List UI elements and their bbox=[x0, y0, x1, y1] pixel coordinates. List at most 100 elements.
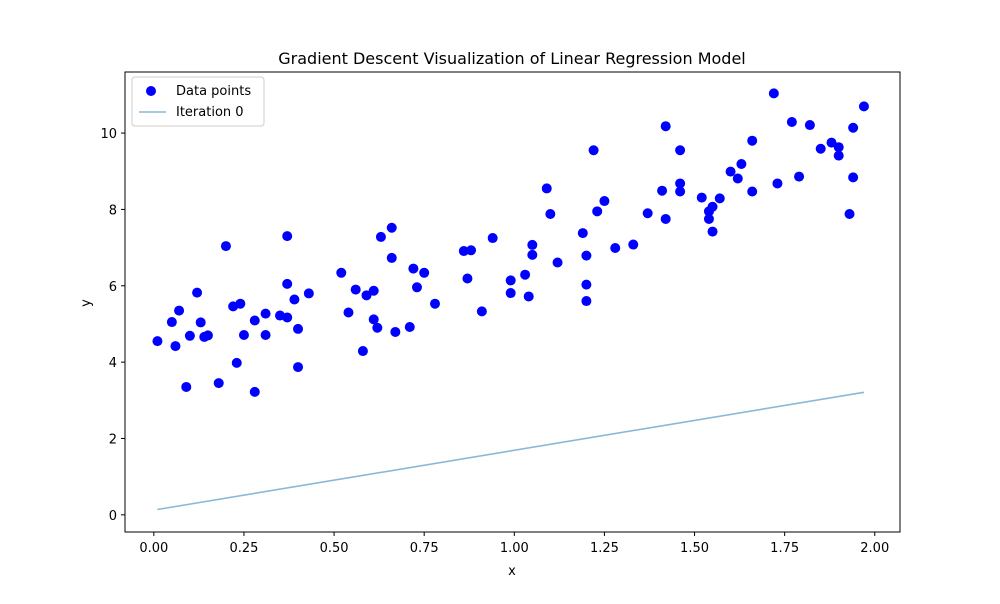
data-point-53 bbox=[523, 291, 534, 302]
data-point-16 bbox=[249, 315, 260, 326]
data-point-73 bbox=[675, 178, 686, 189]
y-tick-label: 8 bbox=[109, 203, 117, 218]
data-point-98 bbox=[858, 101, 869, 112]
data-point-62 bbox=[581, 250, 592, 261]
data-point-2 bbox=[170, 341, 181, 352]
data-point-78 bbox=[707, 226, 718, 237]
x-tick-label: 0.75 bbox=[410, 541, 439, 556]
data-point-26 bbox=[293, 362, 304, 373]
data-point-30 bbox=[350, 284, 361, 295]
data-point-28 bbox=[336, 267, 347, 278]
data-point-83 bbox=[736, 159, 747, 169]
x-tick-label: 1.00 bbox=[500, 541, 529, 556]
data-point-97 bbox=[848, 122, 859, 133]
data-point-0 bbox=[152, 336, 163, 347]
x-tick-label: 2.00 bbox=[860, 541, 889, 556]
data-point-49 bbox=[487, 233, 498, 244]
data-point-79 bbox=[707, 201, 718, 212]
data-point-15 bbox=[238, 330, 249, 341]
data-point-58 bbox=[552, 257, 563, 268]
legend-scatter-marker bbox=[146, 86, 156, 96]
data-point-41 bbox=[408, 263, 419, 274]
data-point-56 bbox=[541, 183, 552, 194]
data-point-52 bbox=[520, 269, 531, 280]
y-tick-label: 4 bbox=[109, 356, 117, 371]
data-point-90 bbox=[804, 120, 815, 131]
data-point-38 bbox=[386, 252, 397, 263]
data-point-65 bbox=[599, 196, 610, 207]
data-point-80 bbox=[714, 193, 725, 204]
data-point-85 bbox=[747, 186, 758, 197]
plot-marks bbox=[152, 88, 869, 511]
data-point-32 bbox=[361, 290, 372, 301]
chart-title: Gradient Descent Visualization of Linear… bbox=[278, 49, 745, 68]
y-tick-label: 0 bbox=[109, 509, 117, 524]
y-tick-label: 10 bbox=[100, 127, 117, 142]
data-point-66 bbox=[610, 242, 621, 253]
data-point-9 bbox=[202, 330, 213, 341]
legend-label-iteration-0: Iteration 0 bbox=[176, 105, 244, 120]
data-point-36 bbox=[375, 231, 386, 242]
data-point-50 bbox=[505, 275, 516, 286]
data-point-44 bbox=[430, 298, 440, 309]
data-point-86 bbox=[768, 88, 779, 99]
data-point-54 bbox=[527, 249, 538, 260]
data-point-22 bbox=[282, 278, 293, 289]
data-point-89 bbox=[794, 171, 805, 182]
data-point-18 bbox=[260, 308, 271, 319]
data-point-11 bbox=[220, 241, 231, 252]
data-point-31 bbox=[357, 346, 368, 357]
data-point-63 bbox=[588, 145, 599, 156]
data-point-19 bbox=[260, 330, 271, 341]
data-point-27 bbox=[303, 288, 314, 299]
x-tick-label: 1.25 bbox=[590, 541, 619, 556]
data-point-43 bbox=[419, 267, 430, 278]
data-point-25 bbox=[293, 323, 304, 334]
data-point-7 bbox=[195, 317, 206, 328]
data-point-23 bbox=[282, 231, 293, 242]
x-tick-label: 0.00 bbox=[139, 541, 168, 556]
data-point-3 bbox=[174, 305, 185, 316]
x-tick-label: 1.50 bbox=[680, 541, 709, 556]
data-point-40 bbox=[404, 322, 415, 333]
data-point-93 bbox=[833, 142, 844, 153]
data-point-75 bbox=[696, 192, 707, 203]
data-point-84 bbox=[747, 135, 758, 146]
data-point-4 bbox=[181, 381, 192, 392]
data-point-17 bbox=[249, 386, 260, 397]
data-point-67 bbox=[628, 239, 639, 250]
y-axis-ticks: 0 2 4 6 8 10 bbox=[100, 127, 125, 524]
data-point-6 bbox=[192, 287, 203, 298]
legend-label-data-points: Data points bbox=[176, 84, 251, 99]
x-tick-label: 1.75 bbox=[770, 541, 799, 556]
data-point-74 bbox=[675, 186, 686, 197]
data-point-92 bbox=[826, 137, 837, 148]
data-point-81 bbox=[725, 166, 736, 177]
data-point-33 bbox=[368, 314, 379, 325]
data-point-42 bbox=[411, 282, 422, 293]
data-point-39 bbox=[390, 326, 401, 337]
data-point-82 bbox=[732, 173, 743, 184]
data-point-48 bbox=[476, 306, 487, 317]
y-tick-label: 2 bbox=[109, 432, 117, 447]
data-point-10 bbox=[213, 378, 224, 389]
legend: Data points Iteration 0 bbox=[131, 76, 265, 127]
data-point-96 bbox=[848, 172, 859, 183]
x-tick-label: 0.50 bbox=[320, 541, 349, 556]
data-point-5 bbox=[184, 330, 195, 341]
data-point-51 bbox=[505, 288, 516, 299]
y-axis-label: y bbox=[79, 299, 94, 307]
y-tick-label: 6 bbox=[109, 280, 117, 295]
data-point-46 bbox=[462, 273, 473, 284]
data-point-57 bbox=[545, 209, 556, 220]
data-point-29 bbox=[343, 307, 354, 318]
data-point-14 bbox=[235, 298, 246, 309]
data-point-70 bbox=[660, 213, 671, 224]
x-axis-ticks: 0.00 0.25 0.50 0.75 1.00 1.25 1.50 1.75 2.00 bbox=[139, 532, 889, 556]
data-point-13 bbox=[231, 357, 242, 368]
data-point-47 bbox=[466, 245, 477, 256]
data-point-45 bbox=[458, 246, 469, 257]
data-point-94 bbox=[833, 150, 844, 161]
